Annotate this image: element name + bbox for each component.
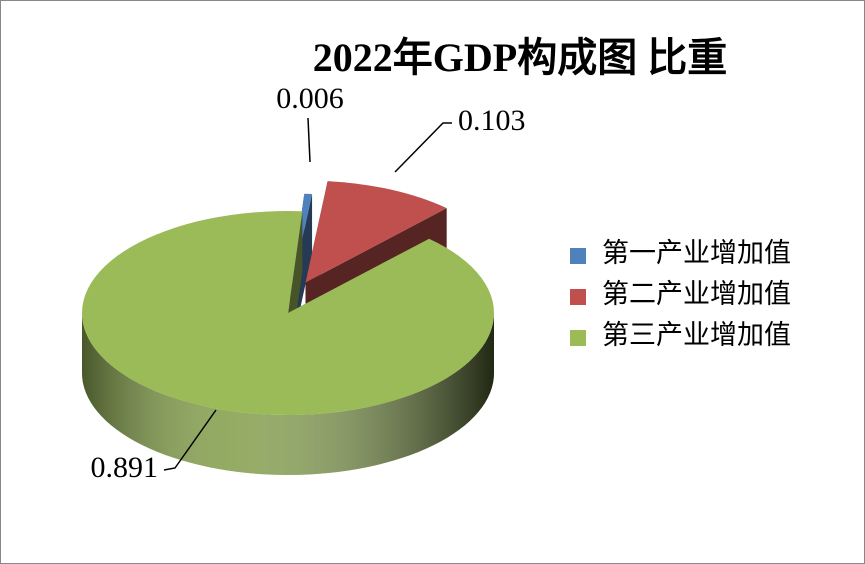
leader-line: [307, 117, 311, 163]
leader-line: [163, 409, 217, 471]
legend-label: 第一产业增加值: [602, 238, 791, 268]
legend-swatch: [570, 248, 586, 264]
legend-label: 第二产业增加值: [602, 279, 791, 309]
data-label: 0.006: [276, 82, 344, 115]
slice-side-shade: [82, 313, 494, 475]
data-label: 0.891: [91, 451, 159, 484]
legend-swatch: [570, 330, 586, 346]
pie-slice: [305, 181, 447, 283]
legend-swatch: [570, 289, 586, 305]
chart-title: 2022年GDP构成图 比重: [313, 35, 727, 80]
data-label: 0.103: [458, 104, 526, 137]
pie-slice: [82, 211, 495, 415]
legend-label: 第三产业增加值: [602, 320, 791, 350]
leader-line: [394, 122, 452, 173]
